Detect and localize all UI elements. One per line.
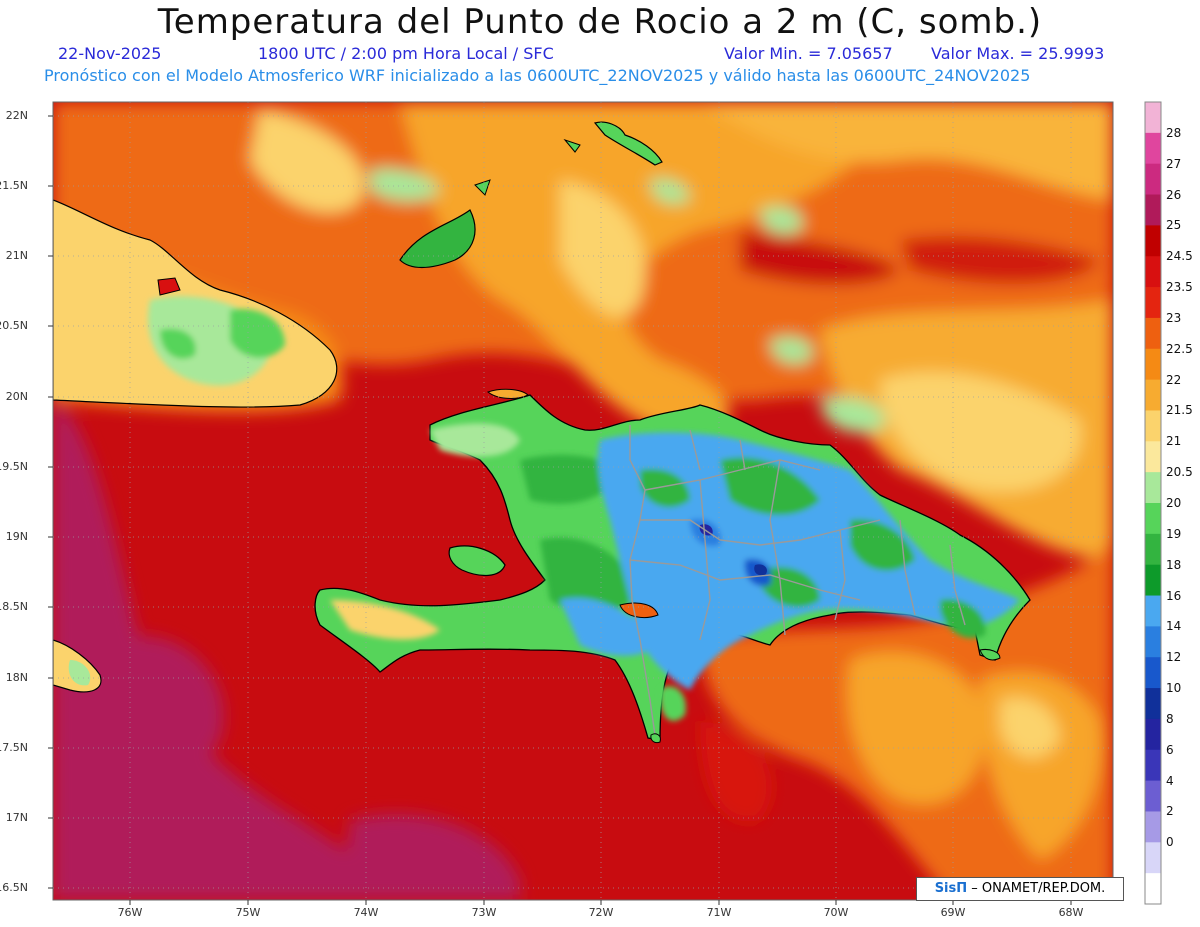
lat-label: 17.5N — [0, 741, 28, 754]
colorbar-level-label: 10 — [1166, 681, 1182, 696]
colorbar-level-label: 21.5 — [1166, 403, 1193, 418]
colorbar-swatch — [1145, 503, 1161, 535]
colorbar-swatch — [1145, 564, 1161, 597]
colorbar-level-label: 20 — [1166, 496, 1182, 510]
colorbar-level-label: 19 — [1166, 526, 1182, 541]
colorbar-level-label: 27 — [1166, 156, 1182, 171]
lon-label: 76W — [117, 906, 143, 919]
lon-label: 73W — [471, 906, 497, 919]
lat-label: 16.5N — [0, 881, 28, 894]
forecast-info: Pronóstico con el Modelo Atmosferico WRF… — [44, 66, 1031, 85]
colorbar-swatch — [1145, 873, 1161, 905]
colorbar-level-label: 16 — [1166, 588, 1182, 603]
colorbar-swatch — [1145, 348, 1161, 381]
colorbar-swatch — [1145, 595, 1161, 627]
colorbar-swatch — [1145, 657, 1161, 689]
colorbar-level-label: 24.5 — [1166, 249, 1193, 264]
colorbar-level-label: 22 — [1166, 372, 1182, 387]
colorbar-level-label: 25 — [1166, 218, 1182, 233]
colorbar-frame — [1144, 101, 1162, 905]
colorbar-swatch — [1145, 749, 1161, 782]
min-value: Valor Min. = 7.05657 — [724, 44, 893, 63]
colorbar-swatch — [1145, 410, 1161, 442]
credit-box: SisΠ – ONAMET/REP.DOM. — [916, 877, 1124, 901]
lat-label: 20.5N — [0, 319, 28, 332]
lat-label: 19.5N — [0, 460, 28, 473]
lat-label: 20N — [5, 390, 28, 403]
lat-label: 19N — [5, 530, 28, 543]
colorbar-level-label: 20.5 — [1166, 465, 1193, 480]
colorbar-swatch — [1145, 132, 1161, 165]
colorbar-level-label: 22.5 — [1166, 341, 1193, 356]
lon-label: 70W — [823, 906, 849, 919]
colorbar-level-label: 6 — [1166, 742, 1174, 757]
colorbar-level-label: 2 — [1166, 804, 1174, 819]
colorbar-swatch — [1145, 842, 1161, 874]
colorbar-swatch — [1145, 317, 1161, 350]
colorbar-swatch — [1145, 379, 1161, 411]
colorbar-swatch — [1145, 533, 1161, 566]
colorbar-swatch — [1145, 780, 1161, 812]
lat-label: 22N — [5, 109, 28, 122]
colorbar-swatch — [1145, 287, 1161, 319]
lon-label: 74W — [353, 906, 379, 919]
lat-label: 18N — [5, 671, 28, 684]
map-title: Temperatura del Punto de Rocio a 2 m (C,… — [157, 2, 1043, 42]
lon-label: 69W — [940, 906, 966, 919]
colorbar-swatch — [1145, 256, 1161, 288]
colorbar-swatch — [1145, 626, 1161, 658]
lon-label: 68W — [1058, 906, 1084, 919]
colorbar-level-label: 23.5 — [1166, 280, 1193, 295]
colorbar-level-label: 4 — [1166, 773, 1174, 788]
colorbar-swatch — [1145, 102, 1161, 134]
valid-time: 1800 UTC / 2:00 pm Hora Local / SFC — [258, 44, 554, 63]
map-field — [53, 102, 1113, 900]
colorbar-swatch — [1145, 718, 1161, 751]
colorbar-level-label: 18 — [1166, 557, 1182, 572]
colorbar-level-label: 14 — [1166, 619, 1182, 634]
colorbar-swatch — [1145, 225, 1161, 257]
colorbar-swatch — [1145, 472, 1161, 504]
colorbar-level-label: 28 — [1166, 125, 1182, 140]
lon-label: 72W — [588, 906, 614, 919]
valid-date: 22-Nov-2025 — [58, 44, 162, 63]
lat-label: 17N — [5, 811, 28, 824]
colorbar-level-label: 0 — [1166, 835, 1174, 850]
sispi-logo: SisΠ — [934, 881, 968, 896]
colorbar-swatch — [1145, 163, 1161, 196]
colorbar-swatch — [1145, 688, 1161, 720]
colorbar-swatch — [1145, 441, 1161, 473]
lat-label: 21.5N — [0, 179, 28, 192]
colorbar-level-label: 26 — [1166, 187, 1182, 202]
colorbar-level-label: 21 — [1166, 434, 1182, 449]
max-value: Valor Max. = 25.9993 — [931, 44, 1105, 63]
colorbar-swatch — [1145, 811, 1161, 843]
colorbar-level-label: 8 — [1166, 711, 1174, 726]
colorbar-level-label: 23 — [1166, 310, 1182, 325]
lat-label: 18.5N — [0, 600, 28, 613]
lon-label: 75W — [235, 906, 261, 919]
colorbar-swatch — [1145, 194, 1161, 226]
colorbar — [1144, 101, 1162, 905]
colorbar-level-label: 12 — [1166, 650, 1182, 665]
credit-text: – ONAMET/REP.DOM. — [971, 881, 1106, 896]
lon-label: 71W — [706, 906, 732, 919]
lat-label: 21N — [5, 249, 28, 262]
